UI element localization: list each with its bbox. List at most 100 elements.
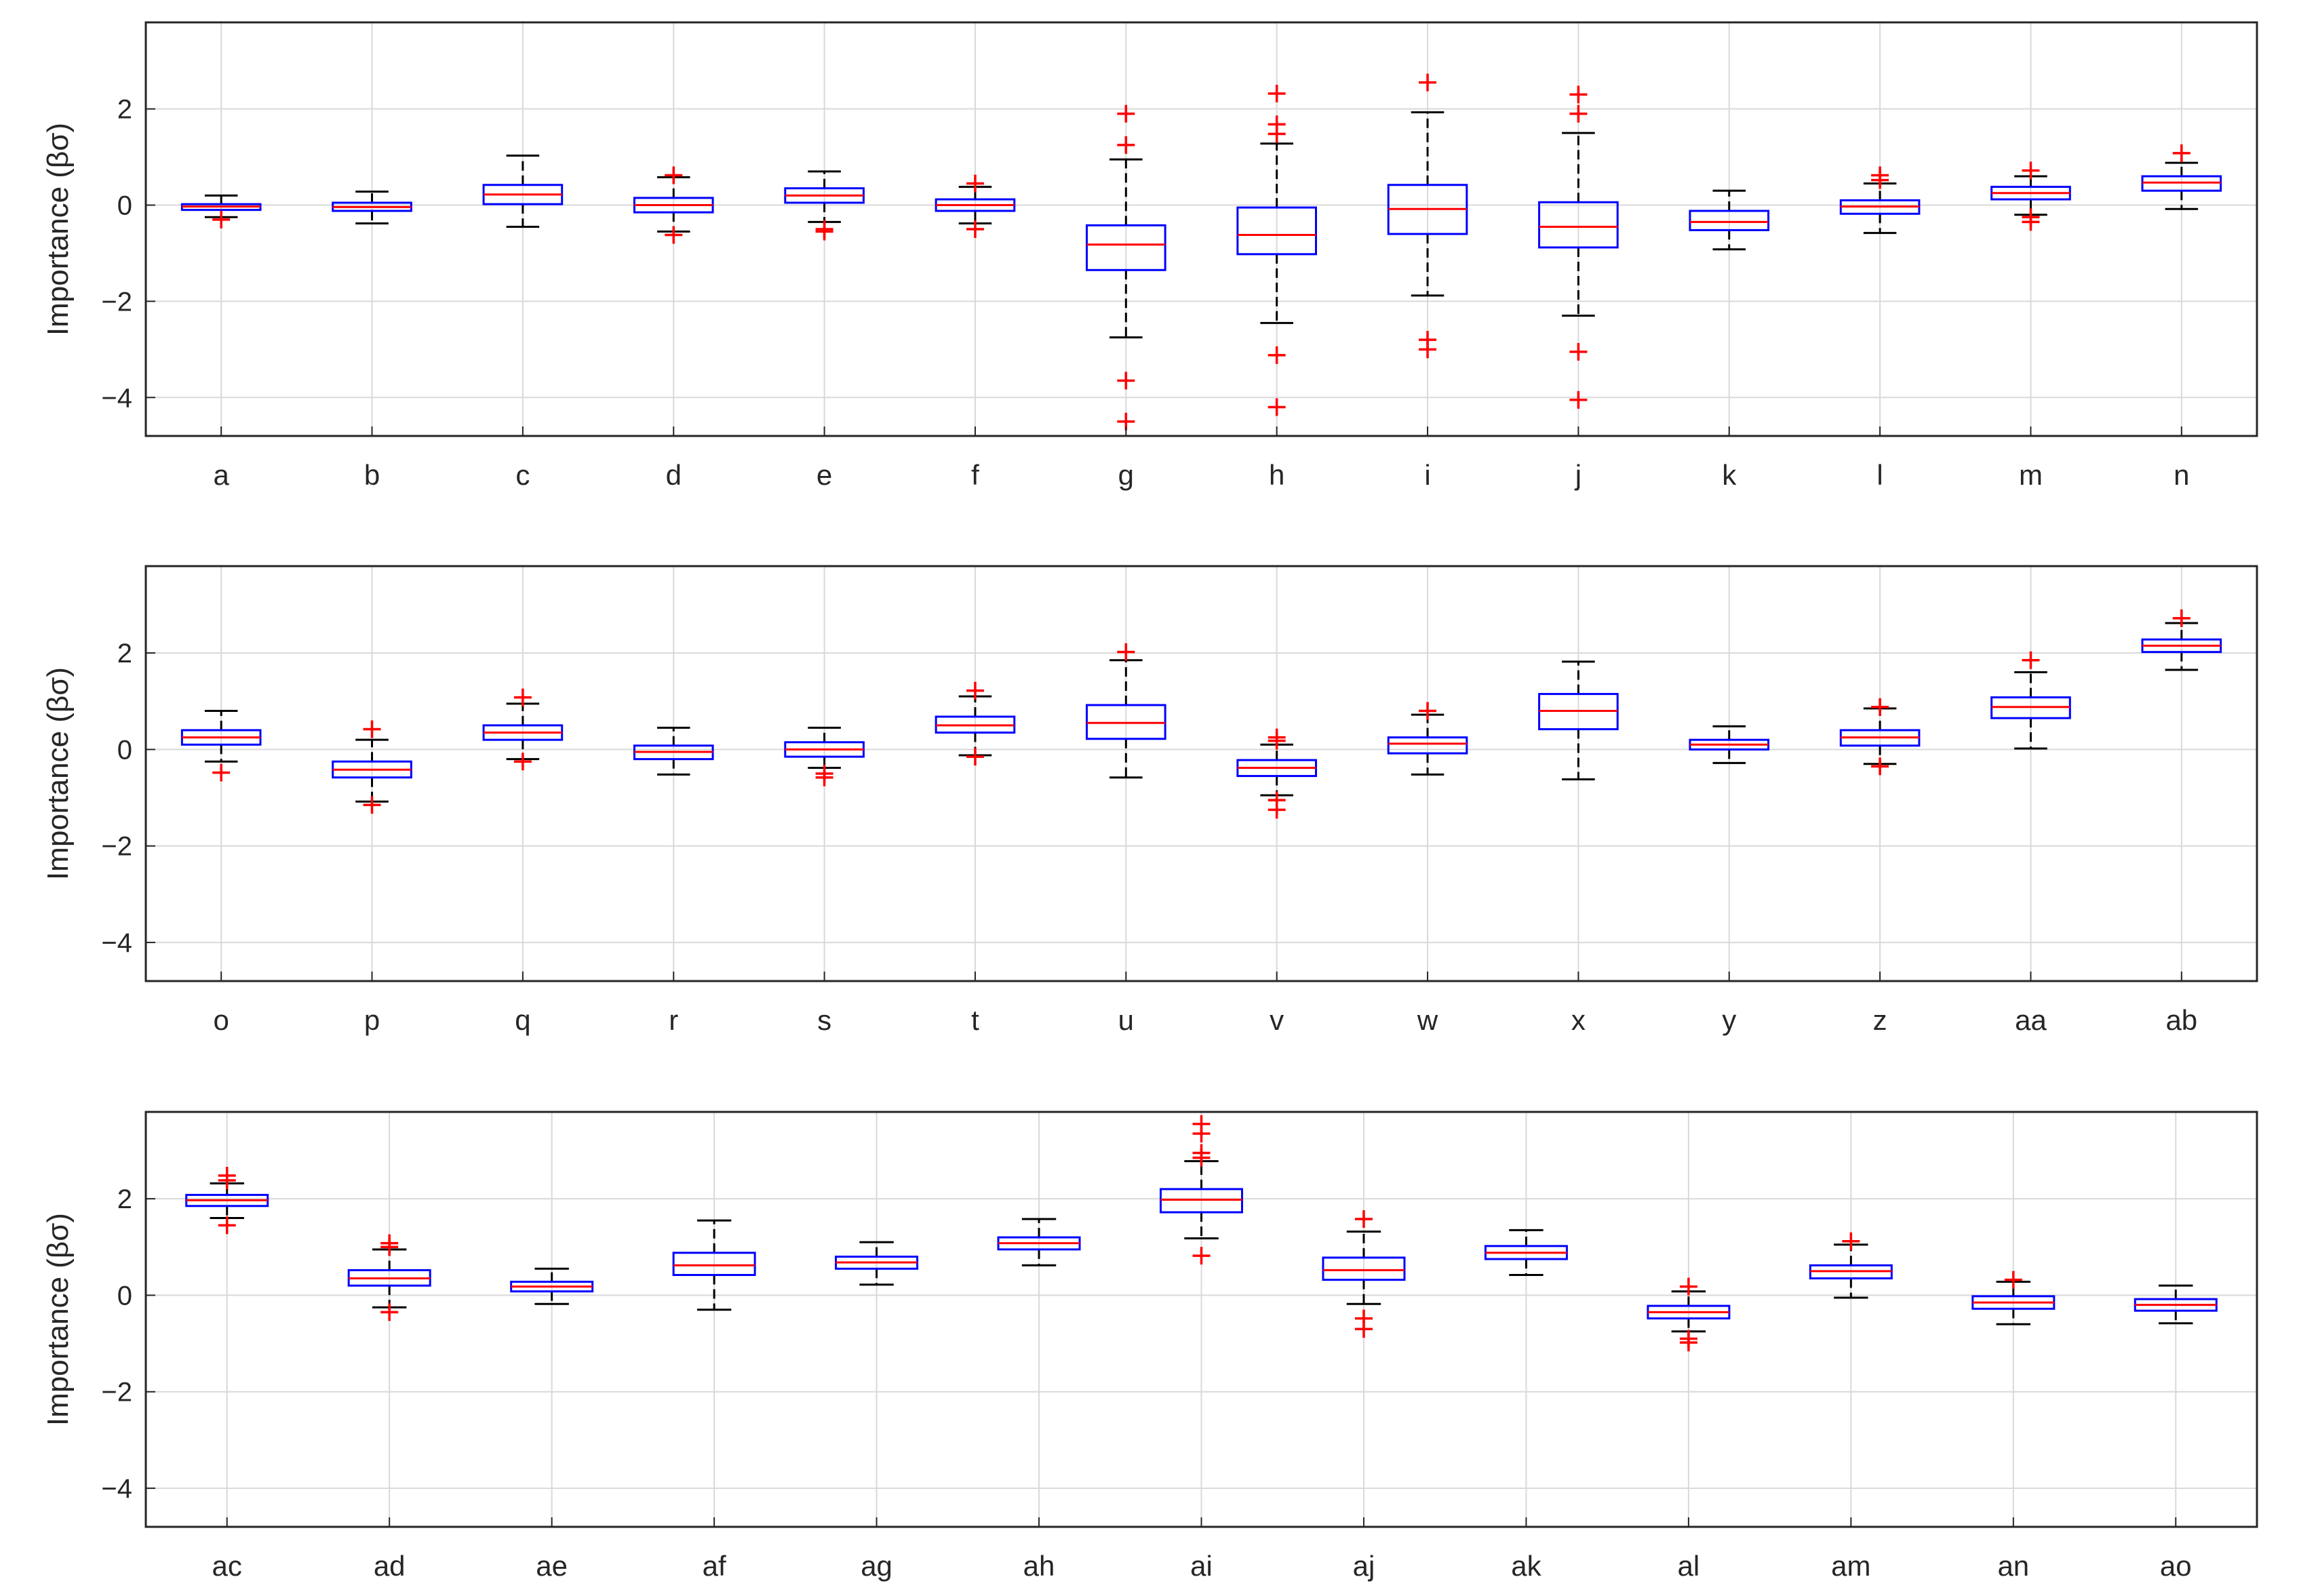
x-tick-label: s [817,1004,831,1036]
outlier-marker [966,748,984,766]
box-ab [2141,609,2222,671]
x-tick-label: al [1678,1550,1700,1582]
x-tick-label: y [1722,1004,1736,1036]
box-f [935,174,1016,238]
box-ae [510,1267,594,1305]
x-tick-label: x [1571,1004,1586,1036]
axes-frame [144,565,2258,982]
outlier-marker [1871,171,1889,189]
box-ac [185,1166,269,1235]
x-tick-label: af [703,1550,726,1582]
box-t [935,681,1016,766]
y-tick-label: −4 [101,383,132,413]
outlier-marker [2022,651,2040,669]
outlier-marker [1268,398,1286,416]
boxplot-panel-3: 2 0 −2 −4 Importance (βσ) ac ad ae af ag ah ai aj ak a… [41,1111,2258,1582]
box-aj [1322,1210,1406,1338]
x-tick-label: ad [374,1550,406,1582]
box-g [1086,104,1166,431]
y-tick-label: 0 [117,1281,132,1311]
y-axis-label: Importance (βσ) [41,123,75,336]
outlier-marker [966,174,984,193]
outlier-marker [1419,702,1437,720]
outlier-marker [1268,801,1286,819]
x-tick-label: a [213,459,229,491]
boxplot-panel-2: 2 0 −2 −4 Importance (βσ) o p q r s t u v w x y z aa ab [41,565,2258,1036]
box-al [1647,1277,1731,1352]
box-af [672,1219,756,1311]
outlier-marker [1268,346,1286,364]
box-ag [835,1241,919,1286]
box-ao [2134,1284,2218,1325]
outlier-marker [1192,1247,1211,1265]
x-tick-label: d [666,459,682,491]
x-tick-label: k [1722,459,1737,491]
x-tick-label: aj [1353,1550,1375,1582]
outlier-marker [363,720,381,738]
outlier-marker [2022,161,2040,180]
box-p [332,720,412,814]
outlier-marker [1268,125,1286,143]
x-tick-label: j [1574,459,1581,491]
box-x [1538,660,1619,781]
y-tick-label: −2 [101,287,132,317]
outlier-marker [513,753,532,771]
box-ah [997,1218,1081,1266]
outlier-marker [2172,144,2190,162]
x-tick-label: p [364,1004,380,1036]
outlier-marker [380,1303,399,1321]
x-tick-label: v [1270,1004,1284,1036]
x-tick-label: r [669,1004,678,1036]
box-ai [1160,1115,1243,1265]
box-a [180,194,262,228]
x-tick-label: m [2019,459,2043,491]
outlier-marker [665,226,683,244]
box-c [482,154,564,228]
iqr-box [1689,210,1770,231]
outlier-marker [1268,84,1286,102]
box-n [2141,144,2222,210]
box-i [1387,73,1468,359]
y-tick-label: 2 [117,95,132,125]
outlier-marker [815,768,833,786]
x-tick-label: f [971,459,979,491]
box-l [1839,166,1921,235]
iqr-box [1387,736,1468,755]
outlier-marker [2172,609,2190,627]
x-tick-label: ai [1190,1550,1213,1582]
outlier-marker [1569,104,1588,123]
outlier-marker [1679,1334,1697,1352]
x-tick-label: ag [861,1550,892,1582]
outlier-marker [218,1172,236,1190]
box-k [1689,189,1770,251]
box-z [1839,698,1921,776]
outlier-marker [363,796,381,814]
outlier-marker [513,688,532,706]
boxplot-panel-1: 2 0 −2 −4 Importance (βσ) a b c d e f g h i j k l m n [41,21,2258,491]
outlier-marker [1192,1125,1211,1143]
x-tick-label: i [1424,459,1430,491]
x-tick-label: h [1269,459,1284,491]
box-h [1236,84,1317,416]
outlier-marker [1117,136,1135,154]
outlier-marker [1117,372,1135,390]
y-axis-label: Importance (βσ) [41,667,75,880]
x-tick-label: an [1997,1550,2029,1582]
outlier-marker [1117,104,1135,123]
outlier-marker [966,681,984,700]
outlier-marker [1842,1232,1860,1250]
x-tick-label: ak [1511,1550,1541,1582]
y-tick-label: −2 [101,832,132,862]
iqr-box [1322,1256,1406,1281]
iqr-box [1086,224,1166,271]
x-tick-label: ac [212,1550,242,1582]
x-tick-label: ah [1023,1550,1055,1582]
outlier-marker [212,210,231,228]
outlier-marker [966,220,984,238]
outlier-marker [1679,1277,1697,1296]
x-tick-label: n [2174,459,2189,491]
box-w [1387,702,1468,776]
box-s [784,726,865,786]
outlier-marker [2022,213,2040,231]
